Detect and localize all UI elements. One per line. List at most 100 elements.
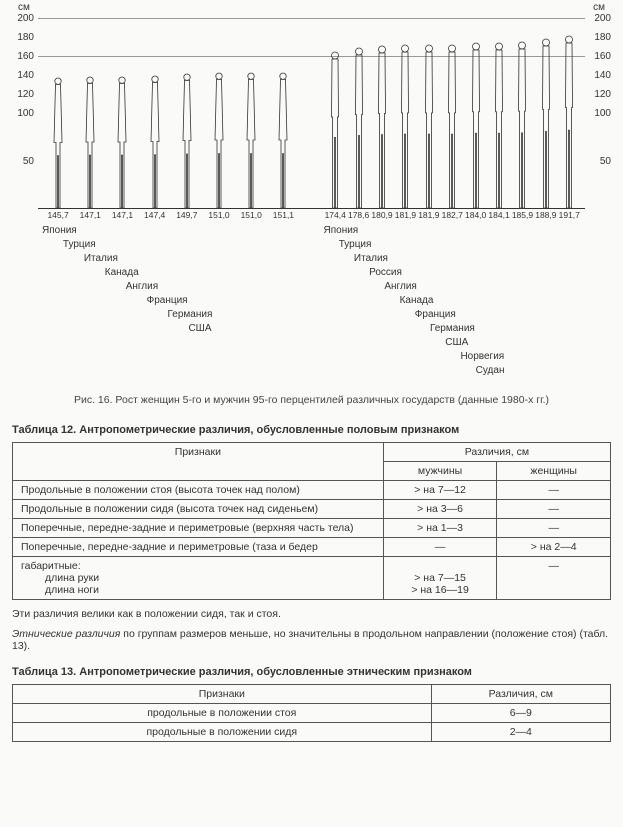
country-label: Судан (324, 364, 582, 378)
table-row: Поперечные, передне-задние и периметровы… (13, 519, 611, 538)
y-tick: 200 (589, 13, 611, 24)
human-figure: 184,0 (464, 42, 487, 208)
country-label: Канада (42, 266, 300, 280)
human-figure: 147,1 (74, 76, 106, 208)
y-tick: 180 (589, 32, 611, 43)
table13: Признаки Различия, см продольные в полож… (12, 684, 611, 742)
y-tick: 180 (12, 32, 34, 43)
y-tick: 120 (589, 89, 611, 100)
cell-women: — (497, 500, 611, 519)
height-value: 151,0 (208, 210, 229, 220)
country-label: Англия (324, 280, 582, 294)
note2: Этнические различия по группам размеров … (12, 628, 611, 652)
figure-caption: Рис. 16. Рост женщин 5-го и мужчин 95-го… (12, 394, 611, 406)
y-tick: 200 (12, 13, 34, 24)
table-row: Продольные в положении сидя (высота точе… (13, 500, 611, 519)
y-unit-right: см (593, 2, 605, 13)
table-row: Продольные в положении стоя (высота точе… (13, 481, 611, 500)
y-tick: 160 (12, 51, 34, 62)
country-label: Турция (324, 238, 582, 252)
human-figure: 151,1 (267, 72, 299, 208)
cell-men: > на 1—3 (383, 519, 497, 538)
country-label: США (324, 336, 582, 350)
country-label: Канада (324, 294, 582, 308)
human-figure: 174,4 (324, 51, 347, 208)
country-label: Италия (42, 252, 300, 266)
note1: Эти различия велики как в положении сидя… (12, 608, 611, 620)
height-value: 181,9 (418, 210, 439, 220)
th-men: мужчины (383, 462, 497, 481)
countries-men: ЯпонияТурцияИталияРоссияАнглияКанадаФран… (324, 224, 582, 374)
height-value: 174,4 (325, 210, 346, 220)
country-label: Германия (324, 322, 582, 336)
height-value: 145,7 (47, 210, 68, 220)
human-figure: 188,9 (534, 38, 557, 208)
cell-men: — (383, 538, 497, 557)
y-tick: 160 (589, 51, 611, 62)
gab-cell: габаритные: длина руки длина ноги (13, 557, 384, 600)
height-value: 185,9 (512, 210, 533, 220)
cell-val: 2—4 (431, 723, 610, 742)
women-group: 145,7 147,1 147,1 147,4 149,7 151,0 151,… (42, 18, 300, 208)
table-row: продольные в положении стоя 6—9 (13, 704, 611, 723)
cell-priznak: Продольные в положении сидя (высота точе… (13, 500, 384, 519)
cell-men: > на 7—12 (383, 481, 497, 500)
human-figure: 151,0 (235, 72, 267, 208)
height-value: 184,1 (488, 210, 509, 220)
y-tick: 100 (589, 108, 611, 119)
table-row: продольные в положении сидя 2—4 (13, 723, 611, 742)
height-value: 191,7 (559, 210, 580, 220)
height-value: 180,9 (371, 210, 392, 220)
cell-val: 6—9 (431, 704, 610, 723)
country-labels: ЯпонияТурцияИталияКанадаАнглияФранцияГер… (42, 224, 581, 374)
human-figure: 182,7 (441, 44, 464, 208)
height-value: 182,7 (442, 210, 463, 220)
table12-title: Таблица 12. Антропометрические различия,… (12, 424, 611, 436)
cell-priznak: Поперечные, передне-задние и периметровы… (13, 519, 384, 538)
cell-priznak: Поперечные, передне-задние и периметровы… (13, 538, 384, 557)
y-tick: 100 (12, 108, 34, 119)
country-label: Норвегия (324, 350, 582, 364)
men-group: 174,4 178,6 180,9 181,9 181,9 182,7 184,… (324, 18, 582, 208)
chart-baseline (38, 208, 585, 209)
gab-label: габаритные: (21, 560, 81, 572)
y-tick: 50 (12, 156, 34, 167)
height-value: 181,9 (395, 210, 416, 220)
height-value: 147,4 (144, 210, 165, 220)
human-figure: 181,9 (394, 44, 417, 208)
y-tick: 50 (589, 156, 611, 167)
cell-women: — (497, 481, 611, 500)
height-value: 149,7 (176, 210, 197, 220)
human-figure: 145,7 (42, 77, 74, 208)
country-label: Япония (324, 224, 582, 238)
table12: Признаки Различия, см мужчины женщины Пр… (12, 442, 611, 600)
height-value: 178,6 (348, 210, 369, 220)
table13-title: Таблица 13. Антропометрические различия,… (12, 666, 611, 678)
cell-priznak: продольные в положении сидя (13, 723, 432, 742)
gab-women: — (497, 557, 611, 600)
country-label: США (42, 322, 300, 336)
th-women: женщины (497, 462, 611, 481)
y-tick: 140 (12, 70, 34, 81)
gab-sub1: длина руки (21, 572, 99, 584)
t13-th-priznaki: Признаки (13, 685, 432, 704)
y-tick: 120 (12, 89, 34, 100)
t13-th-razl: Различия, см (431, 685, 610, 704)
country-label: Германия (42, 308, 300, 322)
country-label: Англия (42, 280, 300, 294)
th-priznaki: Признаки (13, 443, 384, 481)
gab-sub2: длина ноги (21, 584, 99, 596)
cell-priznak: Продольные в положении стоя (высота точе… (13, 481, 384, 500)
height-value: 151,1 (273, 210, 294, 220)
human-figure: 181,9 (417, 44, 440, 208)
countries-women: ЯпонияТурцияИталияКанадаАнглияФранцияГер… (42, 224, 300, 374)
cell-men: > на 3—6 (383, 500, 497, 519)
cell-women: — (497, 519, 611, 538)
y-tick: 140 (589, 70, 611, 81)
country-label: Япония (42, 224, 300, 238)
human-figure: 147,1 (106, 76, 138, 208)
human-figure: 149,7 (171, 73, 203, 208)
human-figure: 191,7 (558, 35, 581, 208)
table-row: Поперечные, передне-задние и периметровы… (13, 538, 611, 557)
th-razl: Различия, см (383, 443, 610, 462)
